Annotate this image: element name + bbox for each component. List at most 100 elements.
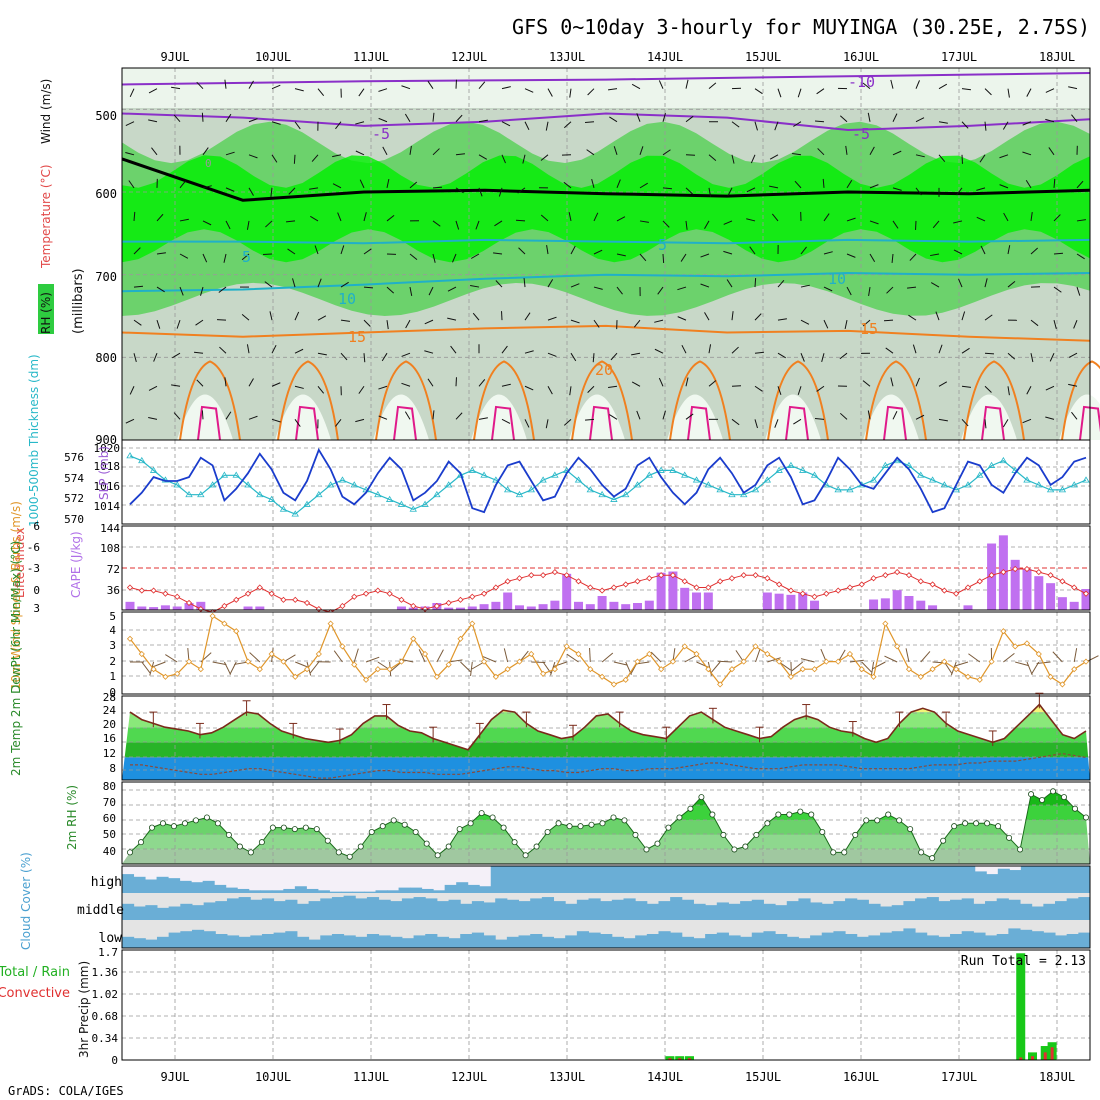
wind-barb [592, 353, 595, 363]
cloud-bar [973, 932, 986, 948]
wind-barb [961, 418, 969, 427]
wind-barb [378, 88, 388, 92]
rh2m-frame [121, 781, 1091, 865]
top-date-label: 9JUL [161, 50, 190, 64]
wind-barb [890, 79, 894, 89]
li-point [563, 572, 570, 579]
li-point [528, 572, 535, 579]
cloud-bar [588, 898, 601, 920]
wind-barb [495, 280, 503, 288]
li-point [787, 587, 795, 594]
contour-label: 15 [860, 320, 878, 338]
wind-speed-point [445, 661, 452, 668]
cape-bar [149, 607, 159, 610]
wind-barb [883, 319, 894, 322]
cape-bar [880, 598, 890, 610]
rh2m-line [127, 788, 1090, 862]
wind-barb [885, 347, 894, 354]
wind-barb [224, 79, 227, 89]
cloud-bar [751, 899, 764, 920]
wind-barb [179, 286, 184, 296]
ylabel-temperature: Temperature (°C) [39, 164, 53, 269]
wind-barb [171, 86, 181, 90]
wind-barb [501, 383, 511, 387]
cape-bar [444, 607, 454, 610]
wind-speed-line [126, 612, 1090, 688]
cloud-cover-panel: high middle low Cloud Cover (%) [19, 852, 1091, 950]
wind-barb [570, 352, 577, 362]
wind10m-barb [309, 661, 320, 674]
wind10m-barb [141, 661, 151, 674]
wind-barb [685, 115, 694, 123]
chart-title: GFS 0~10day 3-hourly for MUYINGA (30.25E… [512, 15, 1090, 39]
cloud-bar [530, 934, 543, 948]
thickness-point [645, 471, 654, 478]
wind-barb [1049, 352, 1055, 362]
wind-barb [201, 410, 204, 420]
cloud-bar [214, 884, 227, 893]
wind-barb [271, 121, 281, 125]
wind-speed-point [681, 643, 688, 650]
wind-barb [358, 385, 365, 394]
wind10m-barb [566, 653, 579, 663]
wind10m-barb [448, 659, 463, 663]
wind-barb [386, 320, 389, 330]
cloud-bar [525, 866, 538, 893]
wind-barb [225, 151, 235, 156]
wind-barb [816, 385, 825, 392]
cape-bar [585, 604, 595, 610]
thickness-point [976, 471, 984, 478]
wind-barb [447, 317, 457, 321]
li-cape-panel: -6 -3 0 3 6 36 72 108 144 Lifted Index C… [13, 520, 1091, 616]
wind-barb [886, 286, 894, 294]
wind-barb [800, 284, 810, 288]
wind-barb [984, 314, 993, 321]
li-point [268, 590, 275, 597]
wind-barb [814, 120, 825, 123]
wind-barb [547, 316, 557, 321]
li-point [752, 572, 759, 579]
cloud-bar [352, 891, 365, 893]
wind-barb [547, 279, 554, 288]
rh-point [456, 826, 463, 833]
thickness-point [468, 466, 476, 473]
cloud-bar [670, 932, 683, 948]
wind-barb [961, 311, 966, 321]
wind-barb [823, 286, 833, 292]
wind10m-barb [553, 661, 567, 668]
ylabel-rh2m: 2m RH (%) [65, 785, 79, 850]
cloud-bar [868, 935, 881, 948]
wind-barb [636, 113, 641, 122]
wind-barb [616, 253, 626, 257]
cloud-bar [467, 884, 480, 893]
rh-point [775, 811, 782, 818]
cloud-bar [133, 938, 146, 948]
wind-speed-point [303, 666, 311, 673]
rh-point [280, 824, 287, 831]
rh-point [214, 820, 221, 827]
contour-label: 10 [828, 270, 846, 288]
wind-speed-point [398, 658, 405, 665]
wind-barb [976, 187, 986, 191]
rh-point [753, 831, 760, 838]
cape-bar [396, 606, 406, 610]
wind-barb [264, 281, 273, 288]
wind-barb [616, 286, 623, 295]
wind-barb [382, 146, 388, 156]
wind-barb [570, 245, 576, 255]
wind-barb [608, 88, 618, 91]
wind-barb [563, 121, 572, 129]
cloud-bar [859, 866, 872, 893]
wind-speed-point [882, 620, 889, 627]
li-point [351, 593, 358, 600]
wind-barb [378, 385, 388, 390]
thickness-point [444, 481, 453, 488]
wind-barb [223, 253, 227, 263]
wind-barb [792, 153, 802, 156]
wind-barb [475, 220, 480, 230]
cloud-frame [121, 865, 1091, 949]
wind-barb [156, 252, 166, 255]
wind-barb [478, 187, 483, 197]
cloud-bar [974, 871, 987, 893]
wind-barb [774, 419, 779, 428]
